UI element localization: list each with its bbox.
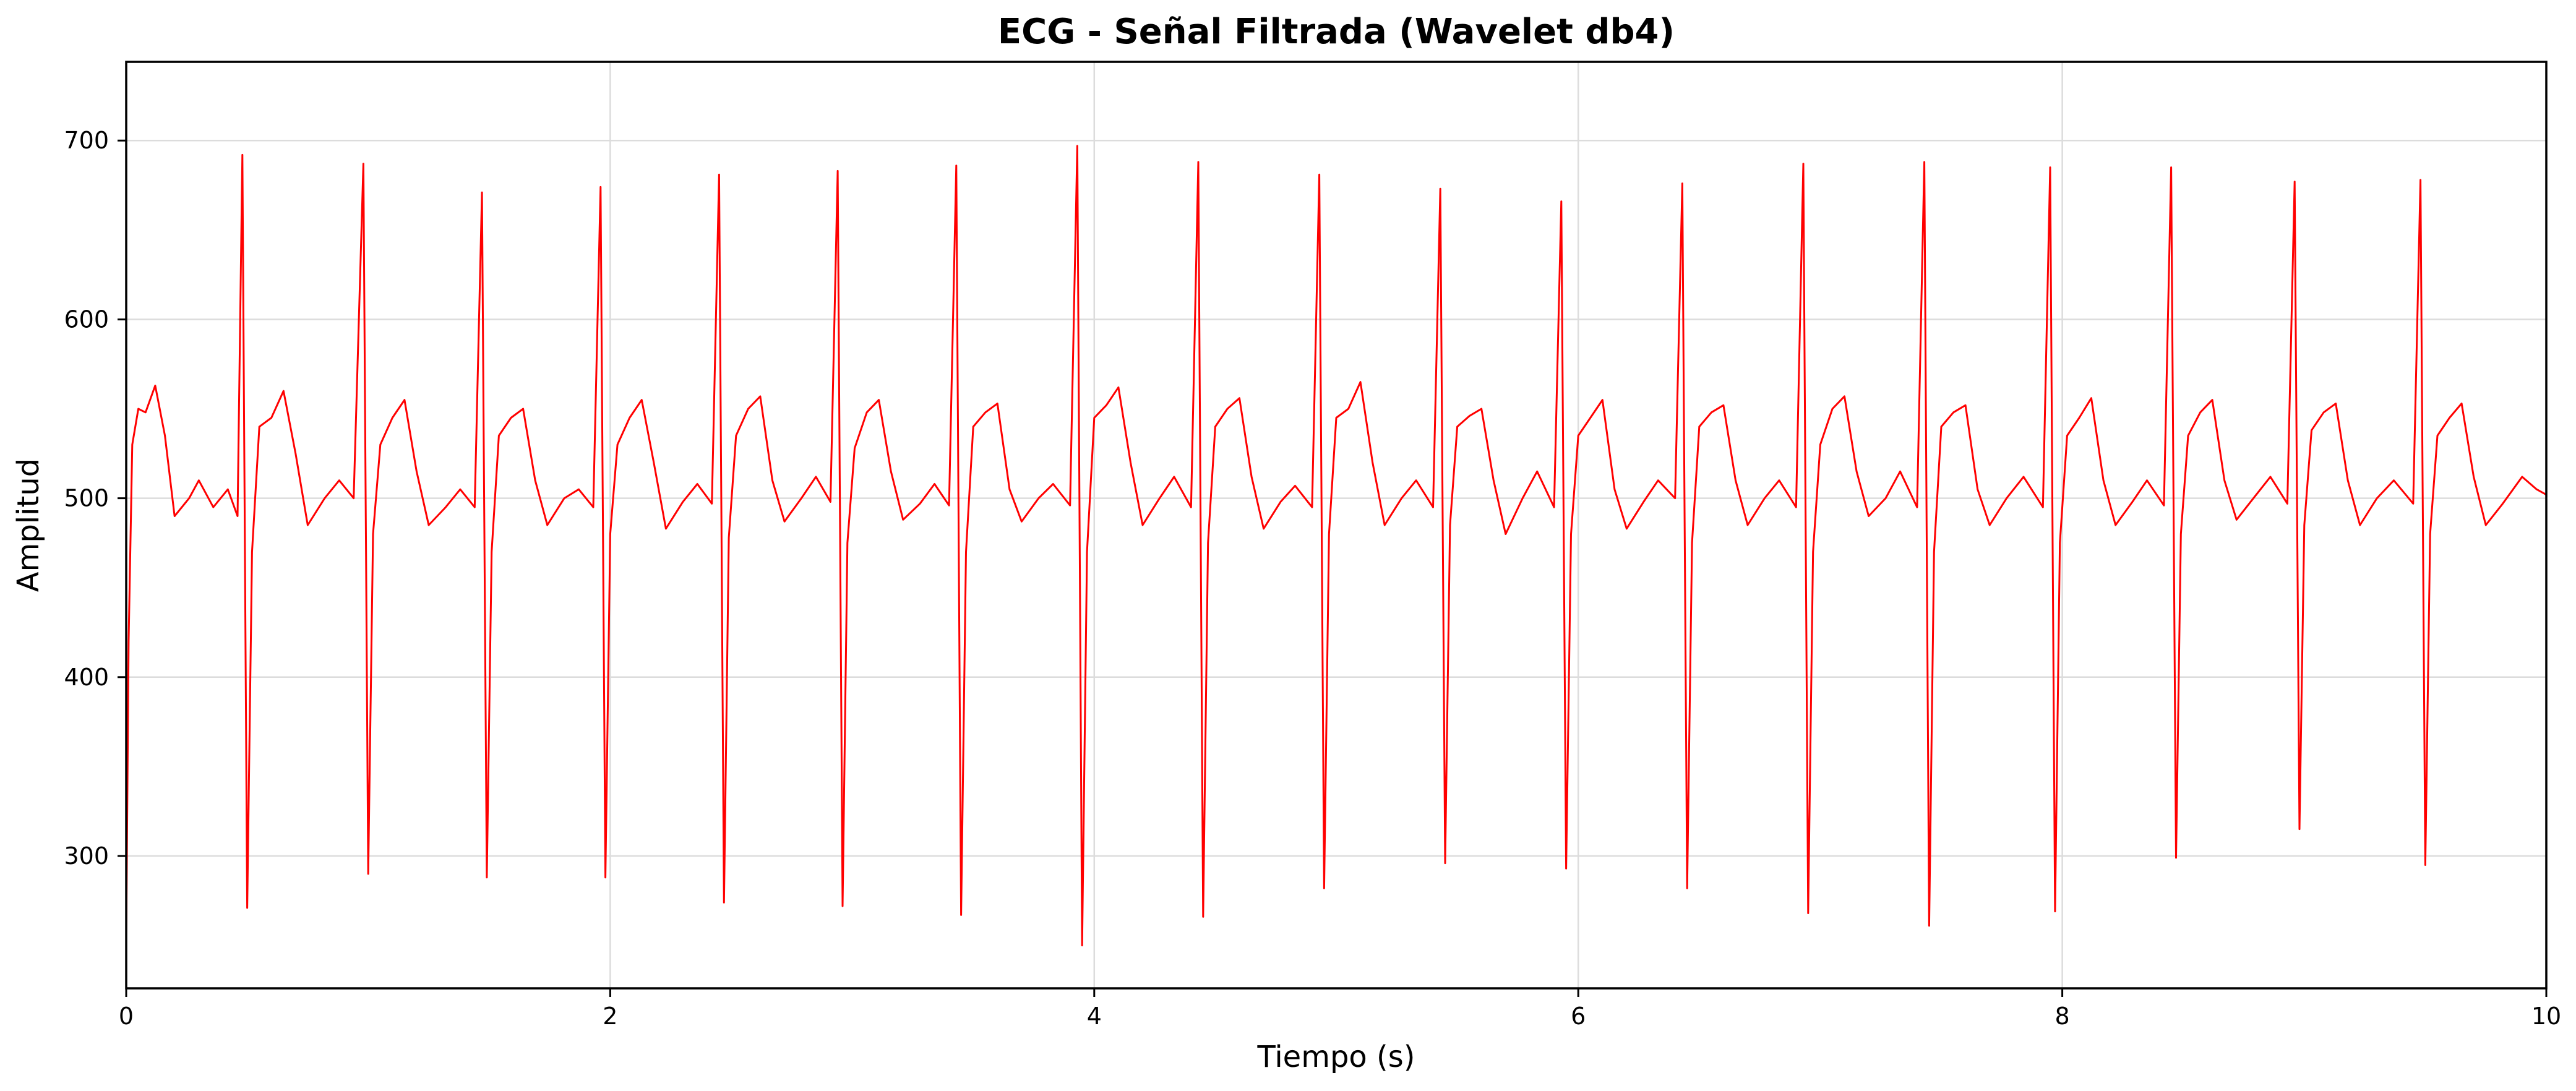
ecg-signal-line bbox=[125, 145, 2548, 947]
x-tick-label: 6 bbox=[1571, 1003, 1586, 1030]
x-tick-label: 0 bbox=[119, 1003, 134, 1030]
y-tick-label: 500 bbox=[64, 485, 109, 512]
x-axis-label: Tiempo (s) bbox=[1256, 1040, 1415, 1074]
y-tick-label: 300 bbox=[64, 842, 109, 870]
x-tick-label: 8 bbox=[2055, 1003, 2070, 1030]
x-tick-label: 4 bbox=[1087, 1003, 1102, 1030]
chart-title: ECG - Señal Filtrada (Wavelet db4) bbox=[998, 12, 1675, 52]
x-tick-label: 10 bbox=[2531, 1003, 2561, 1030]
plot-frame bbox=[125, 61, 2548, 990]
y-axis-ticks: 300 400 500 600 700 bbox=[64, 127, 126, 870]
y-axis-label: Amplitud bbox=[11, 458, 46, 592]
x-tick-label: 2 bbox=[603, 1003, 617, 1030]
y-tick-label: 600 bbox=[64, 306, 109, 333]
plot-area bbox=[125, 145, 2548, 947]
y-tick-label: 400 bbox=[64, 664, 109, 691]
x-axis-ticks: 0 2 4 6 8 10 bbox=[119, 988, 2561, 1030]
y-tick-label: 700 bbox=[64, 127, 109, 154]
